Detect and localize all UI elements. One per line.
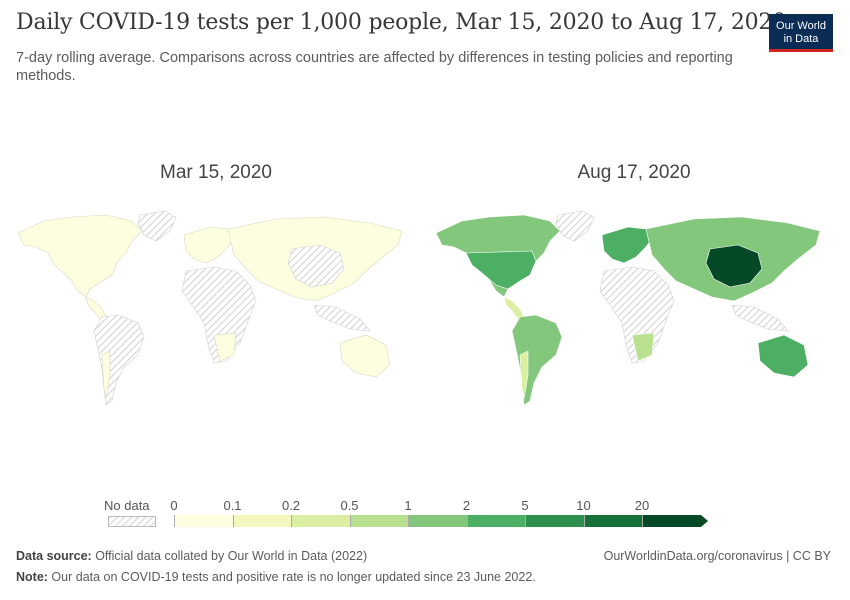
china-region[interactable]: [287, 244, 345, 288]
chart-subtitle: 7-day rolling average. Comparisons acros…: [16, 50, 733, 84]
africa-south-region[interactable]: [631, 332, 655, 362]
southeast-asia-region[interactable]: [731, 304, 789, 332]
world-map-start[interactable]: [14, 205, 414, 410]
legend-color-bin[interactable]: [525, 515, 584, 527]
africa-south-region[interactable]: [213, 332, 237, 362]
note-label: Note:: [16, 570, 48, 584]
oceania-region[interactable]: [757, 334, 809, 378]
southeast-asia-region[interactable]: [313, 304, 371, 332]
owid-logo[interactable]: Our World in Data: [769, 14, 833, 52]
usa-region[interactable]: [465, 250, 537, 290]
china-region[interactable]: [705, 244, 763, 288]
legend-tick-label: 1: [404, 498, 412, 513]
legend-tick-label: 5: [521, 498, 529, 513]
map-title-end: Aug 17, 2020: [577, 162, 691, 183]
central-america-region[interactable]: [85, 296, 107, 320]
legend-tick-label: 0.1: [223, 498, 242, 513]
south-america-coast-region[interactable]: [519, 350, 529, 400]
note-text: Our data on COVID-19 tests and positive …: [47, 570, 536, 584]
oceania-region[interactable]: [339, 334, 391, 378]
south-america-region[interactable]: [93, 314, 145, 406]
legend-tick-label: 10: [576, 498, 591, 513]
europe-region[interactable]: [601, 226, 653, 264]
source-label: Data source:: [16, 549, 92, 563]
south-america-coast-region[interactable]: [101, 350, 111, 400]
europe-region[interactable]: [183, 226, 235, 264]
logo-line-2: in Data: [783, 33, 819, 45]
legend-tick-label: 20: [634, 498, 650, 513]
legend-tick-label: 0: [170, 498, 178, 513]
legend-color-bin[interactable]: [349, 515, 408, 527]
north-america-region[interactable]: [17, 214, 143, 298]
legend-no-data-label: No data: [104, 498, 150, 513]
legend-no-data-swatch: [108, 516, 156, 527]
greenland-region[interactable]: [555, 210, 595, 242]
legend-color-bin[interactable]: [583, 515, 642, 527]
map-title-start: Mar 15, 2020: [160, 162, 272, 183]
legend-color-bin[interactable]: [408, 515, 467, 527]
legend-color-bin[interactable]: [466, 515, 525, 527]
south-america-region[interactable]: [511, 314, 563, 406]
legend-tick-label: 0.2: [281, 498, 301, 513]
legend-tick-label: 2: [462, 498, 471, 513]
legend-color-bin[interactable]: [174, 515, 233, 527]
chart-title: Daily COVID-19 tests per 1,000 people, M…: [16, 10, 787, 35]
central-america-region[interactable]: [503, 296, 525, 320]
color-legend: No data 0 0.1 0.2 0.5 1 2 5 10 20: [104, 496, 714, 536]
world-map-end[interactable]: [432, 205, 832, 410]
legend-color-bin[interactable]: [232, 515, 291, 527]
legend-tick-label: 0.5: [340, 498, 359, 513]
data-source: Data source: Official data collated by O…: [16, 549, 367, 563]
legend-color-bin[interactable]: [642, 515, 701, 527]
data-note: Note: Our data on COVID-19 tests and pos…: [16, 570, 536, 584]
logo-line-1: Our World: [776, 20, 826, 32]
greenland-region[interactable]: [137, 210, 177, 242]
legend-arrow-icon: [700, 515, 708, 527]
legend-color-bin[interactable]: [291, 515, 350, 527]
source-url-link[interactable]: OurWorldinData.org/coronavirus | CC BY: [603, 549, 831, 563]
source-text: Official data collated by Our World in D…: [91, 549, 368, 563]
